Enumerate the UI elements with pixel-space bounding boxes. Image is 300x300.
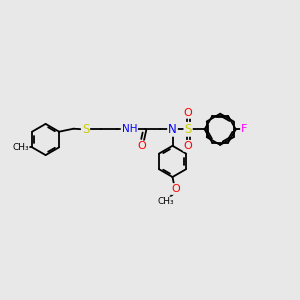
Text: S: S xyxy=(82,123,89,136)
Text: NH: NH xyxy=(122,124,137,134)
Text: O: O xyxy=(137,141,146,152)
Text: CH₃: CH₃ xyxy=(12,143,29,152)
Text: O: O xyxy=(184,108,193,118)
Text: CH₃: CH₃ xyxy=(158,197,175,206)
Text: N: N xyxy=(168,123,177,136)
Text: F: F xyxy=(241,124,247,134)
Text: O: O xyxy=(172,184,181,194)
Text: O: O xyxy=(184,141,193,151)
Text: S: S xyxy=(184,123,192,136)
